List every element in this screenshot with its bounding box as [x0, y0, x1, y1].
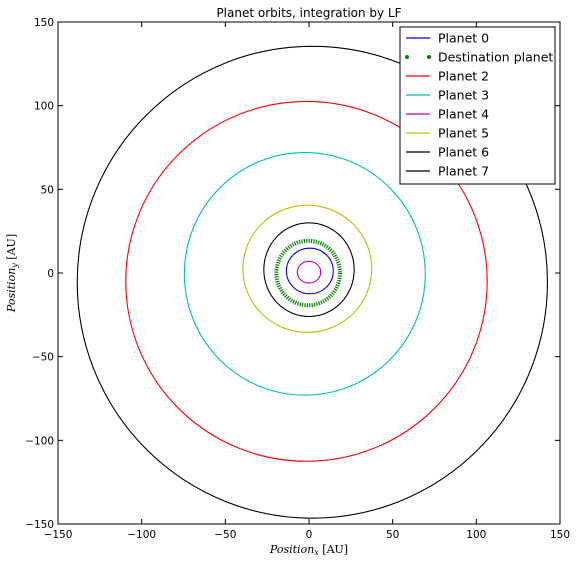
- orbit-destination-planet: [274, 238, 342, 308]
- legend-label-destination-planet: Destination planet: [438, 50, 553, 65]
- y-tick-label: −150: [25, 519, 54, 531]
- y-tick-label: 150: [34, 17, 54, 29]
- orbit-planet-0: [285, 247, 334, 295]
- orbits-layer: [76, 45, 549, 519]
- ticks-layer: −150 −100 −50 0 50 100 150 150 100 50 0 −50 −100 −150: [25, 17, 570, 541]
- legend-label-planet-0: Planet 0: [438, 31, 489, 46]
- y-axis-label: Positiony [AU]: [5, 234, 19, 313]
- legend-label-planet-6: Planet 6: [438, 145, 489, 160]
- legend-marker-destination-planet: [427, 55, 431, 59]
- x-tick-label: −100: [127, 529, 156, 541]
- orbit-planet-4: [296, 260, 322, 284]
- x-tick-label: 50: [386, 529, 399, 541]
- legend-marker-destination-planet: [405, 55, 409, 59]
- orbit-planet-3: [183, 151, 426, 396]
- legend-label-planet-5: Planet 5: [438, 126, 489, 141]
- y-tick-label: 100: [34, 101, 54, 113]
- plot-frame: [57, 21, 561, 525]
- legend: Planet 0 Destination planet Planet 2 Planet…: [399, 26, 556, 185]
- legend-label-planet-2: Planet 2: [438, 69, 489, 84]
- legend-box: [399, 26, 556, 185]
- orbit-planet-7: [76, 45, 549, 519]
- x-tick-label: 150: [550, 529, 570, 541]
- y-tick-label: −100: [25, 435, 54, 447]
- legend-label-planet-7: Planet 7: [438, 164, 489, 179]
- y-tick-label: 0: [47, 268, 54, 280]
- legend-label-planet-4: Planet 4: [438, 107, 489, 122]
- legend-label-planet-3: Planet 3: [438, 88, 489, 103]
- x-tick-label: −150: [44, 529, 73, 541]
- y-tick-label: −50: [32, 352, 54, 364]
- legend-entries: Planet 0 Destination planet Planet 2 Planet…: [405, 31, 553, 179]
- x-tick-label: −50: [214, 529, 236, 541]
- x-tick-label: 100: [466, 529, 486, 541]
- x-tick-label: 0: [306, 529, 313, 541]
- chart-title: Planet orbits, integration by LF: [216, 6, 401, 20]
- orbit-planet-5: [242, 204, 373, 333]
- x-axis-label: Positionx [AU]: [269, 543, 348, 557]
- orbit-planet-2: [125, 100, 488, 462]
- orbit-planet-6: [263, 222, 355, 318]
- y-tick-label: 50: [41, 184, 54, 196]
